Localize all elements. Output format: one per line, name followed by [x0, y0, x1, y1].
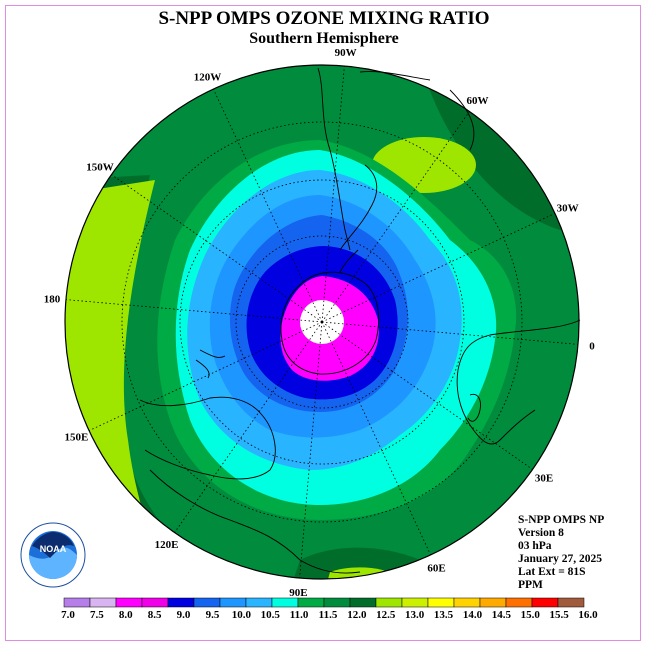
colorbar-tick-label: 8.5 [148, 609, 162, 621]
colorbar-swatch [505, 597, 533, 608]
longitude-label: 90W [335, 47, 357, 59]
longitude-label: 150E [64, 432, 88, 444]
latitude-circle-45s [179, 179, 465, 465]
colorbar-swatch [453, 597, 481, 608]
colorbar-swatch [479, 597, 507, 608]
antarctica-coast [280, 271, 379, 375]
colorbar-swatch [219, 597, 247, 608]
meridian-line [299, 321, 323, 579]
colorbar-swatch [245, 597, 273, 608]
colorbar-tick-label: 16.0 [578, 609, 598, 621]
colorbar-swatch [531, 597, 559, 608]
south-america-coast [317, 67, 475, 251]
colorbar-tick-label: 12.5 [376, 609, 396, 621]
madagascar-coast [467, 393, 481, 422]
info-units: PPM [518, 579, 543, 591]
colorbar-tick-label: 9.0 [177, 609, 191, 621]
meridian-line [321, 213, 556, 323]
coastlines [139, 67, 581, 574]
info-block: S-NPP OMPS NP Version 8 03 hPa January 2… [518, 514, 604, 592]
colorbar-tick-label: 15.5 [549, 609, 569, 621]
latitude-circle-60s [235, 235, 409, 409]
contour-12-0 [65, 65, 579, 240]
map-title: S-NPP OMPS OZONE MIXING RATIO [158, 8, 490, 29]
meridian-line [321, 321, 431, 556]
graticule [65, 65, 579, 579]
australia-coast [139, 396, 276, 480]
colorbar-tick-label: 7.0 [61, 609, 75, 621]
colorbar-swatch [401, 597, 429, 608]
africa-coast [456, 319, 581, 445]
colorbar-swatch [271, 597, 299, 608]
colorbar-tick-label: 8.0 [119, 609, 133, 621]
colorbar-swatch [557, 597, 585, 608]
longitude-label: 180 [44, 293, 61, 305]
meridian-line [65, 299, 323, 323]
colorbar-swatch [427, 597, 455, 608]
longitude-label: 120W [194, 71, 222, 83]
colorbar-tick-label: 9.5 [206, 609, 220, 621]
colorbar-tick-label: 14.0 [463, 609, 483, 621]
meridian-line [111, 174, 323, 323]
colorbar-swatch [167, 597, 195, 608]
meridian-line [88, 321, 323, 431]
colorbar-swatch [115, 597, 143, 608]
colorbar-swatch [375, 597, 403, 608]
noaa-logo: NOAA [20, 522, 86, 588]
colorbar-tick-label: 10.0 [232, 609, 252, 621]
map-border [64, 64, 580, 580]
indonesia-coast [149, 469, 361, 574]
colorbar-tick-label: 12.0 [347, 609, 367, 621]
longitude-label: 60W [466, 95, 488, 107]
info-instrument: S-NPP OMPS NP [518, 514, 605, 526]
longitude-label: 90E [289, 587, 307, 599]
colorbar-tick-label: 11.5 [319, 609, 338, 621]
map-subtitle: Southern Hemisphere [249, 30, 399, 47]
colorbar-tick-label: 15.0 [521, 609, 541, 621]
meridian-line [321, 65, 345, 323]
colorbar-swatch [141, 597, 169, 608]
meridian-line [321, 111, 470, 323]
colorbar-tick-label: 14.5 [492, 609, 512, 621]
antarctic-peninsula [339, 249, 359, 273]
colorbar-tick-label: 11.0 [290, 609, 309, 621]
meridian-line [174, 321, 323, 533]
colorbar-swatch [349, 597, 377, 608]
longitude-label: 0 [589, 341, 595, 353]
new-zealand-coast [195, 349, 226, 379]
meridian-line [321, 321, 533, 470]
longitude-label: 120E [155, 539, 179, 551]
colorbar-tick-label: 13.0 [405, 609, 425, 621]
info-pressure-level: 03 hPa [518, 540, 552, 552]
longitude-label: 150W [86, 162, 114, 174]
latitude-circle-30s [121, 121, 523, 523]
longitude-label: 30W [557, 202, 579, 214]
longitude-label: 30E [535, 472, 553, 484]
colorbar-swatch [89, 597, 117, 608]
colorbar-tick-label: 7.5 [90, 609, 104, 621]
colorbar-tick-label: 13.5 [434, 609, 454, 621]
colorbar-swatch [193, 597, 221, 608]
noaa-logo-text: NOAA [40, 544, 67, 554]
info-latitude-extent: Lat Ext = 81S [518, 566, 586, 578]
figure-frame [5, 5, 641, 641]
colorbar-tick-label: 10.5 [261, 609, 281, 621]
colorbar-swatch [297, 597, 325, 608]
info-date: January 27, 2025 [518, 553, 603, 565]
meridian-line [213, 88, 323, 323]
colorbar-swatch [63, 597, 91, 608]
info-version: Version 8 [518, 527, 564, 539]
longitude-label: 60E [427, 563, 445, 575]
meridian-line [321, 321, 579, 345]
longitude-labels: 90W 60W 30W 0 30E 60E 90E 120E 150E 180 150W 120W [44, 47, 595, 599]
colorbar-swatch [323, 597, 351, 608]
